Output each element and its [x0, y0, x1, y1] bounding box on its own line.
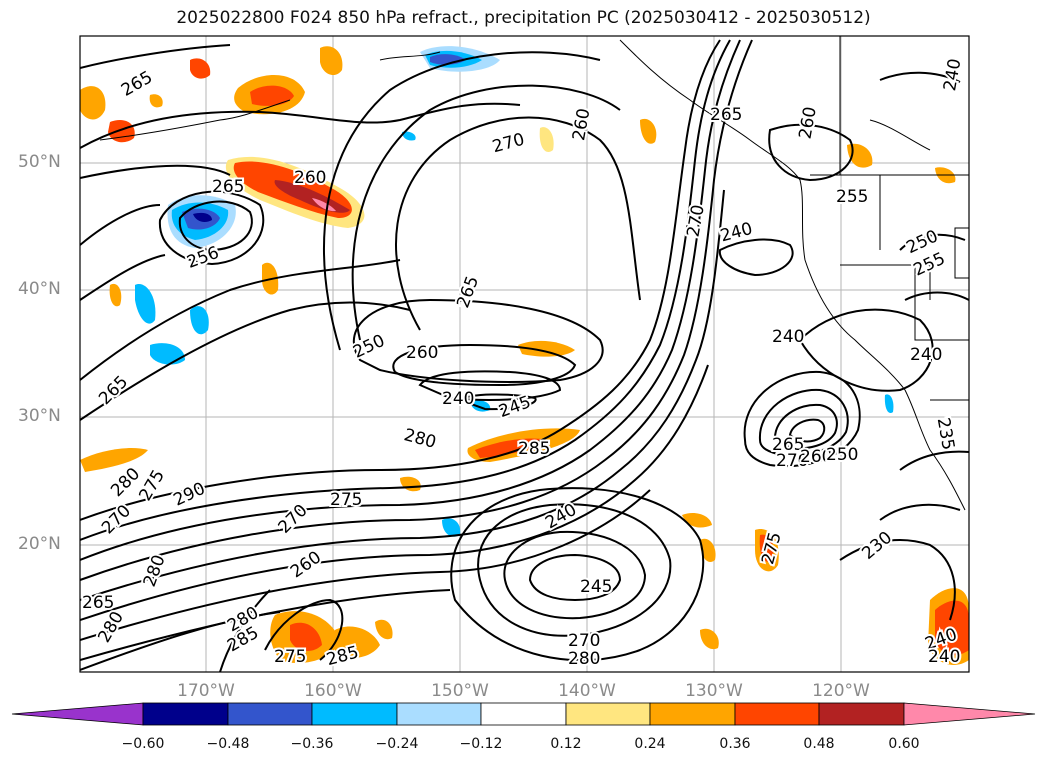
colorbar-tick: 0.36: [719, 736, 751, 752]
contour-labels: 265 260 265 256 270 260 265 260 255 240 …: [80, 55, 967, 672]
colorbar-tick: −0.48: [206, 736, 250, 752]
colorbar-tick: 0.48: [803, 736, 835, 752]
precip-positive-patches: [80, 46, 969, 665]
contour-label: 275: [274, 647, 306, 667]
colorbar-tick: 0.24: [634, 736, 666, 752]
lat-label-50n: 50°N: [18, 152, 61, 172]
lon-label-120w: 120°W: [812, 681, 870, 701]
lat-label-20n: 20°N: [18, 534, 61, 554]
contour-label: 265: [95, 372, 132, 409]
colorbar-tick: −0.24: [375, 736, 419, 752]
colorbar-swatch: [396, 702, 482, 726]
plot-frame: [79, 35, 970, 673]
contour-label: 260: [287, 547, 325, 582]
colorbar-extend-right: [903, 702, 1036, 726]
contour-label: 265: [772, 435, 804, 455]
contour-label: 270: [490, 130, 527, 158]
contour-label: 245: [580, 577, 612, 597]
contour-label: 240: [718, 219, 755, 247]
lat-label-30n: 30°N: [18, 406, 61, 426]
lat-label-40n: 40°N: [18, 279, 61, 299]
contour-label: 250: [826, 445, 858, 465]
colorbar-swatch: [142, 702, 229, 726]
contour-label: 270: [275, 501, 312, 538]
contour-label: 240: [928, 647, 960, 667]
contour-label: 260: [800, 447, 832, 467]
contour-label: 265: [82, 593, 114, 613]
lon-label-160w: 160°W: [304, 681, 362, 701]
lon-label-140w: 140°W: [558, 681, 616, 701]
contour-label: 250: [350, 331, 388, 363]
colorbar: [11, 702, 1036, 726]
colorbar-swatch: [565, 702, 651, 726]
contour-label: 280: [140, 552, 170, 589]
colorbar-tick: 0.12: [550, 736, 582, 752]
contour-label: 245: [496, 392, 533, 422]
contour-label: 256: [184, 243, 221, 273]
contour-label: 265: [710, 105, 742, 125]
contour-label: 275: [135, 466, 169, 504]
coastlines: [99, 36, 969, 511]
contour-label: 260: [406, 343, 438, 363]
colorbar-tick: −0.12: [459, 736, 503, 752]
contour-label: 270: [98, 501, 135, 538]
colorbar-tick: −0.60: [121, 736, 165, 752]
contour-label: 280: [568, 649, 600, 669]
contour-label: 260: [569, 107, 594, 142]
colorbar-tick: −0.36: [290, 736, 334, 752]
contour-label: 270: [776, 451, 808, 471]
colorbar-swatch: [480, 702, 567, 726]
lon-label-150w: 150°W: [431, 681, 489, 701]
contour-label: 260: [795, 105, 820, 140]
contour-label: 270: [683, 203, 708, 238]
contour-label: 275: [330, 490, 362, 510]
contour-label: 240: [442, 389, 474, 409]
contour-label: 270: [568, 631, 600, 651]
map-title: 2025022800 F024 850 hPa refract., precip…: [176, 8, 871, 28]
contour-label: 260: [294, 168, 326, 188]
colorbar-swatch: [734, 702, 820, 726]
refractivity-contours: [80, 39, 969, 672]
colorbar-swatch: [311, 702, 398, 726]
contour-label: 230: [858, 528, 896, 564]
colorbar-swatch: [818, 702, 905, 726]
contour-label: 265: [212, 177, 244, 197]
lon-label-130w: 130°W: [685, 681, 743, 701]
contour-label: 235: [933, 416, 958, 451]
colorbar-tick: 0.60: [888, 736, 920, 752]
contour-label: 240: [910, 345, 942, 365]
gridlines: [80, 36, 969, 672]
contour-label: 265: [453, 273, 483, 310]
contour-label: 285: [518, 439, 550, 459]
colorbar-extend-left: [11, 702, 144, 726]
colorbar-swatch: [649, 702, 736, 726]
contour-label: 280: [402, 425, 439, 453]
contour-label: 255: [836, 187, 868, 207]
lon-label-170w: 170°W: [177, 681, 235, 701]
colorbar-swatch: [227, 702, 313, 726]
contour-label: 240: [772, 327, 804, 347]
contour-label: 240: [940, 57, 965, 92]
